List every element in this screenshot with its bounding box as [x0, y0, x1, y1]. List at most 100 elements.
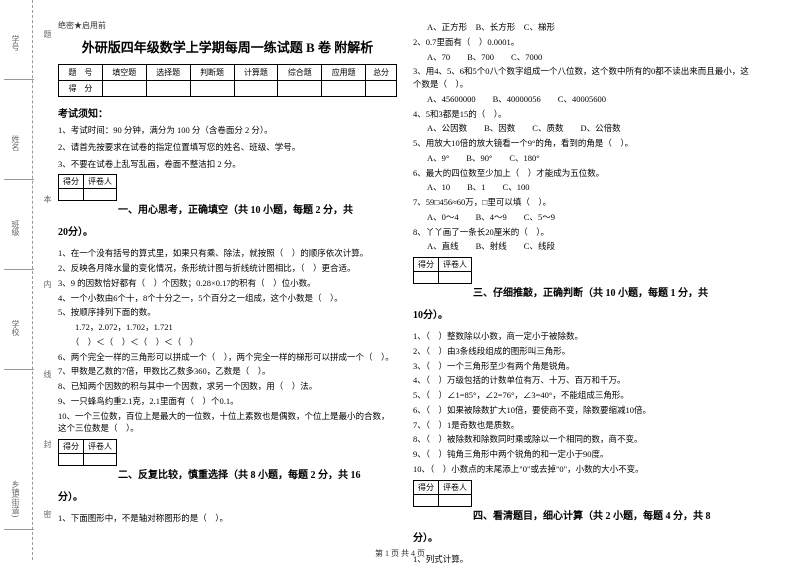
ms-score: 得分 [59, 440, 84, 454]
sec3-title-text: 三、仔细推敲，正确判断（共 10 小题，每题 1 分，共 [473, 288, 708, 299]
q1-6: 6、两个完全一样的三角形可以拼成一个（ ），两个完全一样的梯形可以拼成一个（ ）… [58, 351, 397, 364]
page-wrap: 绝密★启用前 外研版四年级数学上学期每周一练试题 B 卷 附解析 题 号 填空题… [0, 0, 800, 540]
q2-1: 1、下面图形中，不是轴对称图形的是（ ）。 [58, 512, 397, 525]
mark-ben: 本 [42, 195, 53, 203]
ms-score: 得分 [414, 258, 439, 272]
page-footer: 第 1 页 共 4 页 [0, 548, 800, 559]
notice-title: 考试须知： [58, 105, 397, 120]
q1-7: 7、甲数是乙数的7倍，甲数比乙数多360，乙数是（ ）。 [58, 365, 397, 378]
fold-line [32, 0, 33, 560]
field-school[interactable] [4, 360, 34, 370]
cell[interactable] [102, 81, 146, 97]
ms-cell[interactable] [59, 189, 84, 201]
th-calc: 计算题 [234, 65, 278, 81]
ms-cell[interactable] [84, 189, 117, 201]
q3-2: 2、（ ）由3条线段组成的图形叫三角形。 [413, 345, 752, 358]
field-id[interactable] [4, 70, 34, 80]
mini-score-2: 得分评卷人 [58, 439, 117, 466]
notice-2: 2、请首先按要求在试卷的指定位置填写您的姓名、班级、学号。 [58, 141, 397, 154]
sec2-title-text: 二、反复比较，慎重选择（共 8 小题，每题 2 分，共 16 [118, 470, 361, 481]
q3-7: 7、（ ）1是奇数也是质数。 [413, 419, 752, 432]
th-fill: 填空题 [102, 65, 146, 81]
left-column: 绝密★启用前 外研版四年级数学上学期每周一练试题 B 卷 附解析 题 号 填空题… [50, 20, 405, 540]
q3-9: 9、（ ）钝角三角形中两个锐角的和一定小于90度。 [413, 448, 752, 461]
ms-cell[interactable] [84, 454, 117, 466]
notice-3: 3、不要在试卷上乱写乱画，卷面不整洁扣 2 分。 [58, 158, 397, 171]
sec1-tail: 20分）。 [58, 225, 397, 241]
sec4-title: 四、看清题目，细心计算（共 2 小题，每题 4 分，共 8 [413, 509, 752, 525]
label-school: 学校 [10, 320, 21, 336]
cell[interactable] [322, 81, 366, 97]
q2-6: 6、最大的四位数至少加上（ ）才能成为五位数。 [413, 167, 752, 180]
q3-6: 6、（ ）如果被除数扩大10倍，要使商不变，除数要缩减10倍。 [413, 404, 752, 417]
sec2-title: 二、反复比较，慎重选择（共 8 小题，每题 2 分，共 16 [58, 468, 397, 484]
q1-1: 1、在一个没有括号的算式里，如果只有乘、除法，就按照（ ）的顺序依次计算。 [58, 247, 397, 260]
mark-nei: 内 [42, 280, 53, 288]
label-id: 学号 [10, 35, 21, 51]
ms-grader: 评卷人 [84, 440, 117, 454]
q3-4: 4、（ ）万级包括的计数单位有万、十万、百万和千万。 [413, 374, 752, 387]
label-class: 班级 [10, 220, 21, 236]
q1-10: 10、一个三位数，百位上是最大的一位数，十位上素数也是偶数，个位上是最小的合数，… [58, 410, 397, 436]
q2-2: 2、0.7里面有（ ）0.0001。 [413, 36, 752, 49]
th-total: 总分 [366, 65, 397, 81]
ms-cell[interactable] [414, 272, 439, 284]
th-app: 应用题 [322, 65, 366, 81]
ms-cell[interactable] [59, 454, 84, 466]
cell[interactable] [146, 81, 190, 97]
ms-cell[interactable] [414, 494, 439, 506]
mini-score-4: 得分评卷人 [413, 480, 472, 507]
binding-margin: 题 学号 姓名 本 班级 内 学校 线 封 乡镇(街道) 密 [0, 0, 50, 540]
mark-ti: 题 [42, 30, 53, 38]
mark-feng: 封 [42, 440, 53, 448]
q2-3-opts: A、45600000 B、40000056 C、40005600 [427, 93, 752, 106]
th-num: 题 号 [59, 65, 103, 81]
ms-cell[interactable] [439, 494, 472, 506]
field-class[interactable] [4, 260, 34, 270]
cell[interactable] [190, 81, 234, 97]
q1-2: 2、反映各月降水量的变化情况，条形统计图与折线统计图相比，（ ）更合适。 [58, 262, 397, 275]
sec3-title: 三、仔细推敲，正确判断（共 10 小题，每题 1 分，共 [413, 286, 752, 302]
q2-8-opts: A、直线 B、射线 C、线段 [427, 240, 752, 253]
q2-5-opts: A、9° B、90° C、180° [427, 152, 752, 165]
q2-4-opts: A、公因数 B、因数 C、质数 D、公倍数 [427, 122, 752, 135]
ms-score: 得分 [59, 175, 84, 189]
q2-6-opts: A、10 B、1 C、100 [427, 181, 752, 194]
right-column: A、正方形 B、长方形 C、梯形 2、0.7里面有（ ）0.0001。 A、70… [405, 20, 760, 540]
cell[interactable] [278, 81, 322, 97]
label-town: 乡镇(街道) [10, 480, 21, 517]
label-name: 姓名 [10, 135, 21, 151]
ms-cell[interactable] [439, 272, 472, 284]
q1-5: 5、按顺序排列下面的数。 [58, 306, 397, 319]
q2-7-opts: A、0～4 B、4～9 C、5～9 [427, 211, 752, 224]
field-town[interactable] [4, 520, 34, 530]
sec1-title-text: 一、用心思考，正确填空（共 10 小题，每题 2 分，共 [118, 205, 353, 216]
field-name[interactable] [4, 170, 34, 180]
sec4-title-text: 四、看清题目，细心计算（共 2 小题，每题 4 分，共 8 [473, 511, 711, 522]
mark-xian: 线 [42, 370, 53, 378]
sec3-tail: 10分）。 [413, 308, 752, 324]
cell[interactable] [234, 81, 278, 97]
score-table: 题 号 填空题 选择题 判断题 计算题 综合题 应用题 总分 得 分 [58, 64, 397, 97]
sec2-tail: 分）。 [58, 490, 397, 506]
ms-grader: 评卷人 [439, 480, 472, 494]
secret-label: 绝密★启用前 [58, 20, 397, 31]
cell[interactable] [366, 81, 397, 97]
row-score-label: 得 分 [59, 81, 103, 97]
q2-1-opts: A、正方形 B、长方形 C、梯形 [427, 21, 752, 34]
exam-title: 外研版四年级数学上学期每周一练试题 B 卷 附解析 [58, 37, 397, 56]
q2-2-opts: A、70 B、700 C、7000 [427, 51, 752, 64]
q3-3: 3、（ ）一个三角形至少有两个角是锐角。 [413, 360, 752, 373]
q1-4: 4、一个小数由6个十，8个十分之一，5个百分之一组成，这个小数是（ ）。 [58, 292, 397, 305]
mark-mi: 密 [42, 510, 53, 518]
q1-5b: 1.72，2.072，1.702，1.721 [58, 321, 397, 334]
q1-9: 9、一只蜂鸟约重2.1克，2.1里面有（ ）个0.1。 [58, 395, 397, 408]
mini-score-3: 得分评卷人 [413, 257, 472, 284]
ms-grader: 评卷人 [84, 175, 117, 189]
q1-3: 3、9 的因数恰好都有（ ）个因数；0.28×0.17的积有（ ）位小数。 [58, 277, 397, 290]
q1-5c: （ ）＜（ ）＜（ ）＜（ ） [58, 336, 397, 349]
sec4-tail: 分）。 [413, 531, 752, 547]
q2-3: 3、用4、5、6和5个0八个数字组成一个八位数，这个数中所有的0都不读出来而且最… [413, 65, 752, 91]
q2-8: 8、丫丫画了一条长20厘米的（ ）。 [413, 226, 752, 239]
ms-grader: 评卷人 [439, 258, 472, 272]
